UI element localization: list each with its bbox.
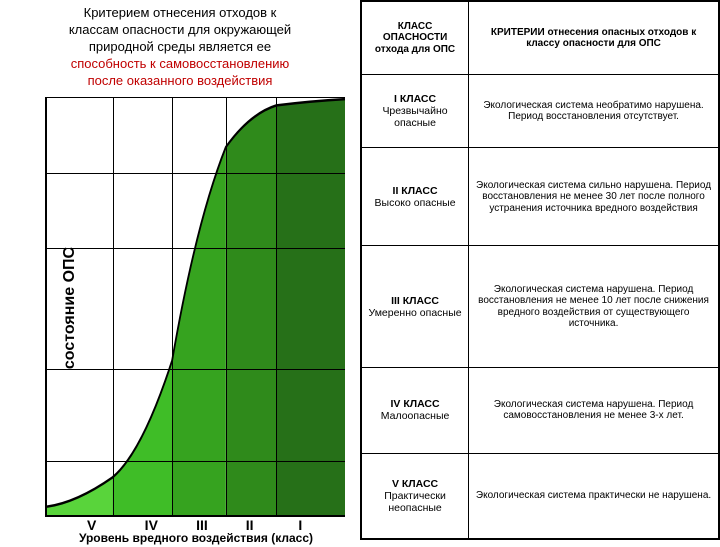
gridline-v (113, 97, 114, 515)
class-label: V КЛАССПрактически неопасные (362, 453, 469, 538)
class-label: I КЛАССЧрезвычайно опасные (362, 75, 469, 148)
x-tick: II (246, 517, 254, 533)
table-header: КРИТЕРИИ отнесения опасных отходов к кла… (469, 2, 719, 75)
gridline-h (47, 369, 345, 370)
curve-svg (47, 97, 345, 515)
gridline-v (276, 97, 277, 515)
gridline-h (47, 97, 345, 98)
table-row: I КЛАССЧрезвычайно опасныеЭкологическая … (362, 75, 719, 148)
class-criteria: Экологическая система необратимо нарушен… (469, 75, 719, 148)
class-label: III КЛАССУмеренно опасные (362, 246, 469, 368)
gridline-h (47, 461, 345, 462)
gridline-h (47, 515, 345, 516)
class-label: IV КЛАССМалоопасные (362, 368, 469, 453)
gridline-v (172, 97, 173, 515)
table-row: III КЛАССУмеренно опасныеЭкологическая с… (362, 246, 719, 368)
title-line: Критерием отнесения отходов к (84, 5, 277, 20)
curve-segment (226, 106, 277, 516)
class-criteria: Экологическая система нарушена. Период с… (469, 368, 719, 453)
gridline-h (47, 173, 345, 174)
class-criteria: Экологическая система нарушена. Период в… (469, 246, 719, 368)
chart-title: Критерием отнесения отходов к классам оп… (5, 5, 355, 89)
class-criteria: Экологическая система практически не нар… (469, 453, 719, 538)
plot: Уровень вредного воздействия (класс) VIV… (45, 97, 345, 517)
table-row: IV КЛАССМалоопасныеЭкологическая система… (362, 368, 719, 453)
x-tick: I (298, 517, 302, 533)
x-axis-label: Уровень вредного воздействия (класс) (47, 531, 345, 545)
title-line: природной среды является ее (89, 39, 271, 54)
gridline-v (226, 97, 227, 515)
title-line: классам опасности для окружающей (69, 22, 291, 37)
table-panel: КЛАСС ОПАСНОСТИ отхода для ОПСКРИТЕРИИ о… (360, 0, 720, 540)
title-red: способность к самовосстановлению (71, 56, 290, 71)
class-criteria: Экологическая система сильно нарушена. П… (469, 148, 719, 246)
curve-segment (276, 100, 345, 516)
table-row: II КЛАССВысоко опасныеЭкологическая сист… (362, 148, 719, 246)
chart-panel: Критерием отнесения отходов к классам оп… (0, 0, 360, 540)
title-red: после оказанного воздействия (88, 73, 273, 88)
x-tick: III (196, 517, 208, 533)
gridline-h (47, 248, 345, 249)
classification-table: КЛАСС ОПАСНОСТИ отхода для ОПСКРИТЕРИИ о… (361, 1, 719, 539)
class-label: II КЛАССВысоко опасные (362, 148, 469, 246)
x-tick: V (87, 517, 96, 533)
x-tick: IV (145, 517, 158, 533)
table-row: V КЛАССПрактически неопасныеЭкологическа… (362, 453, 719, 538)
table-header: КЛАСС ОПАСНОСТИ отхода для ОПС (362, 2, 469, 75)
